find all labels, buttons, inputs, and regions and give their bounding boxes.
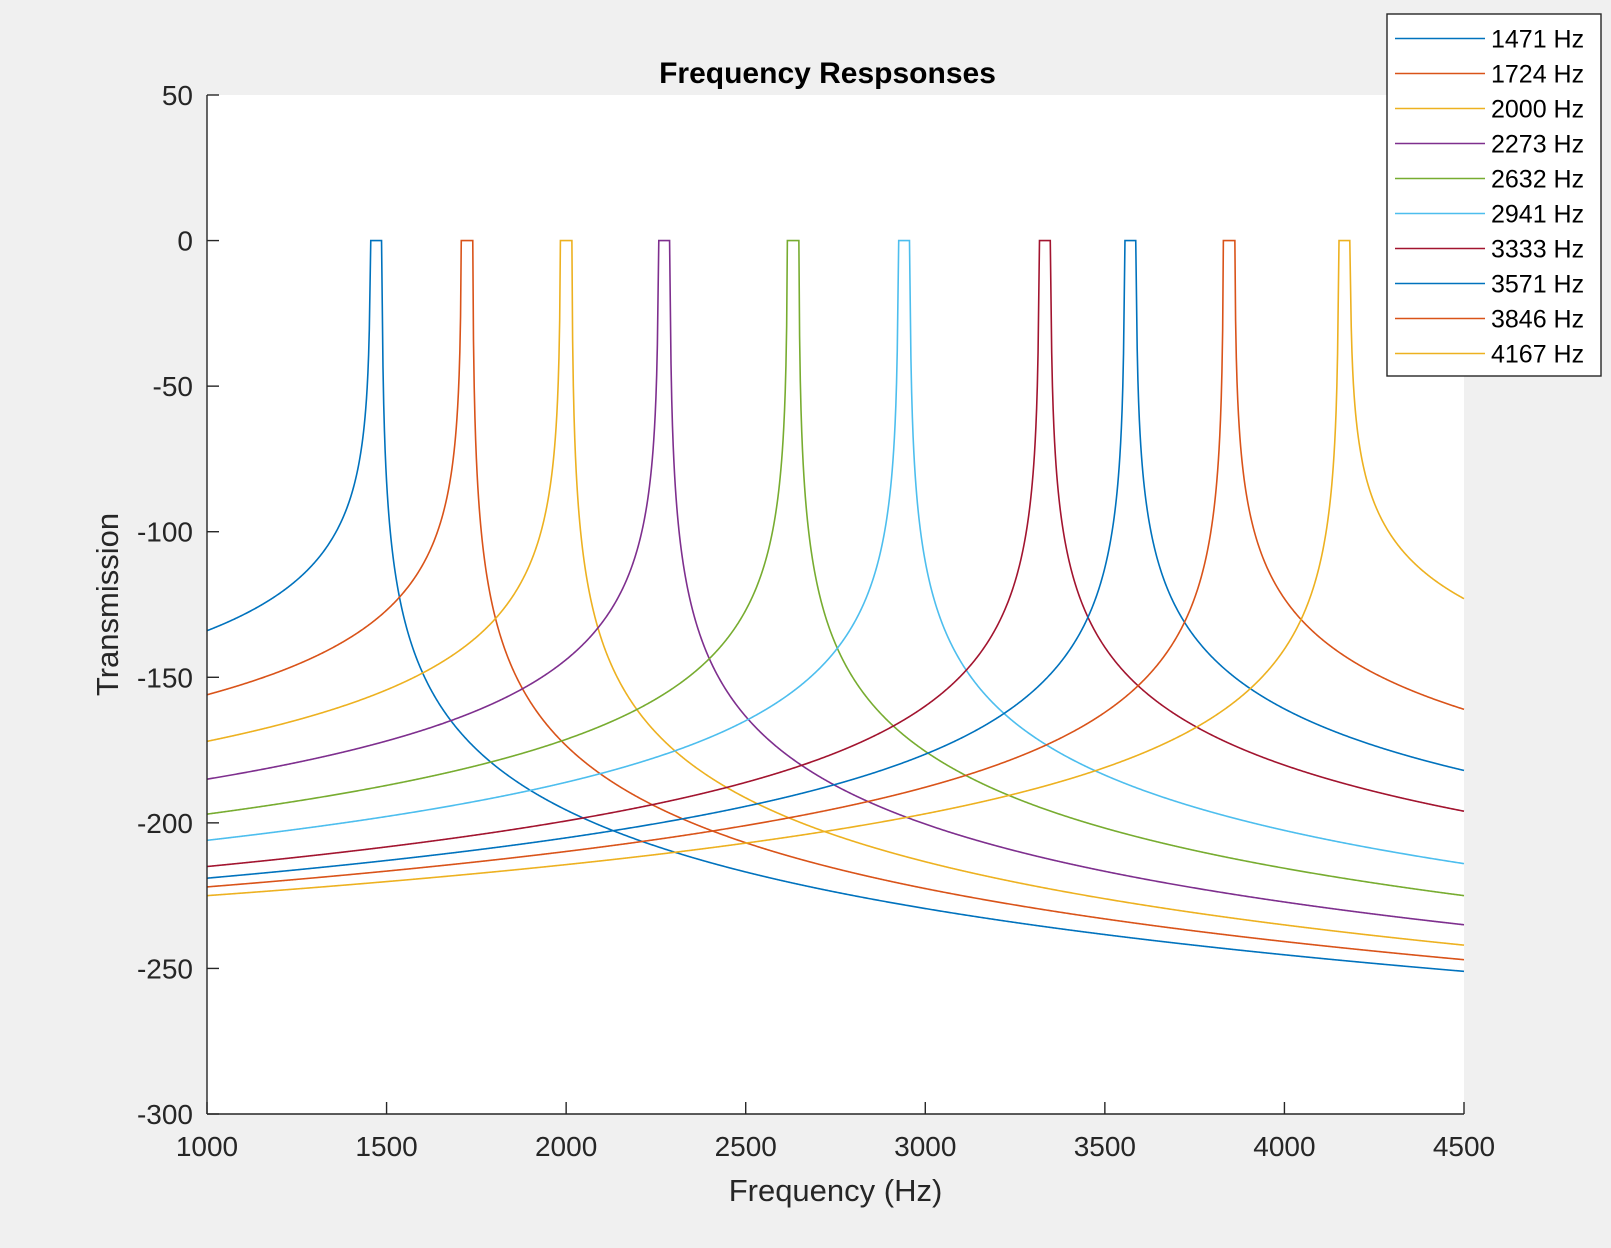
legend-label: 1471 Hz [1491,26,1584,54]
series-line-4167-hz [206,239,1465,897]
series-layer [206,239,1465,973]
y-tick-label--150: -150 [137,662,193,693]
legend-label: 2941 Hz [1491,201,1584,229]
series-line-1471-hz [206,239,1465,973]
x-tick-label-1500: 1500 [355,1131,417,1162]
legend-box [1386,13,1602,377]
x-tick-label-3000: 3000 [894,1131,956,1162]
plot-area [207,95,1464,1114]
x-tick-label-2500: 2500 [715,1131,777,1162]
series-line-3846-hz [206,239,1465,888]
y-axis-label: Transmission [90,513,125,696]
legend-label: 3333 Hz [1491,236,1584,264]
x-tick-label-1000: 1000 [176,1131,238,1162]
series-line-3571-hz [206,239,1465,879]
x-tick-label-4500: 4500 [1433,1131,1495,1162]
x-tick-label-3500: 3500 [1074,1131,1136,1162]
legend-label: 2273 Hz [1491,131,1584,159]
series-line-2632-hz [206,239,1465,897]
series-line-1724-hz [206,239,1465,961]
y-tick-label--300: -300 [137,1099,193,1130]
legend-label: 1724 Hz [1491,61,1584,89]
y-tick-label--100: -100 [137,517,193,548]
y-tick-label--200: -200 [137,808,193,839]
y-tick-label-0: 0 [177,226,193,257]
series-line-2273-hz [206,239,1465,926]
series-line-2000-hz [206,239,1465,946]
legend-label: 3846 Hz [1491,306,1584,334]
x-axis-label: Frequency (Hz) [729,1173,943,1208]
legend[interactable]: 1471 Hz 1724 Hz 2000 Hz 2273 Hz 2632 Hz 2941 … [1386,13,1602,377]
x-tick-label-4000: 4000 [1253,1131,1315,1162]
x-tick-label-2000: 2000 [535,1131,597,1162]
legend-label: 2000 Hz [1491,96,1584,124]
legend-label: 4167 Hz [1491,341,1584,369]
series-line-2941-hz [206,239,1465,865]
chart-title: Frequency Respsonses [659,57,996,90]
y-tick-label--50: -50 [153,371,193,402]
y-tick-label--250: -250 [137,953,193,984]
y-tick-label-50: 50 [162,80,193,111]
series-line-3333-hz [206,239,1465,868]
legend-label: 3571 Hz [1491,271,1584,299]
axes-layer: 1000 1500 2000 2500 3000 3500 4000 4500 50 0 -50 -1… [137,80,1495,1162]
legend-label: 2632 Hz [1491,166,1584,194]
